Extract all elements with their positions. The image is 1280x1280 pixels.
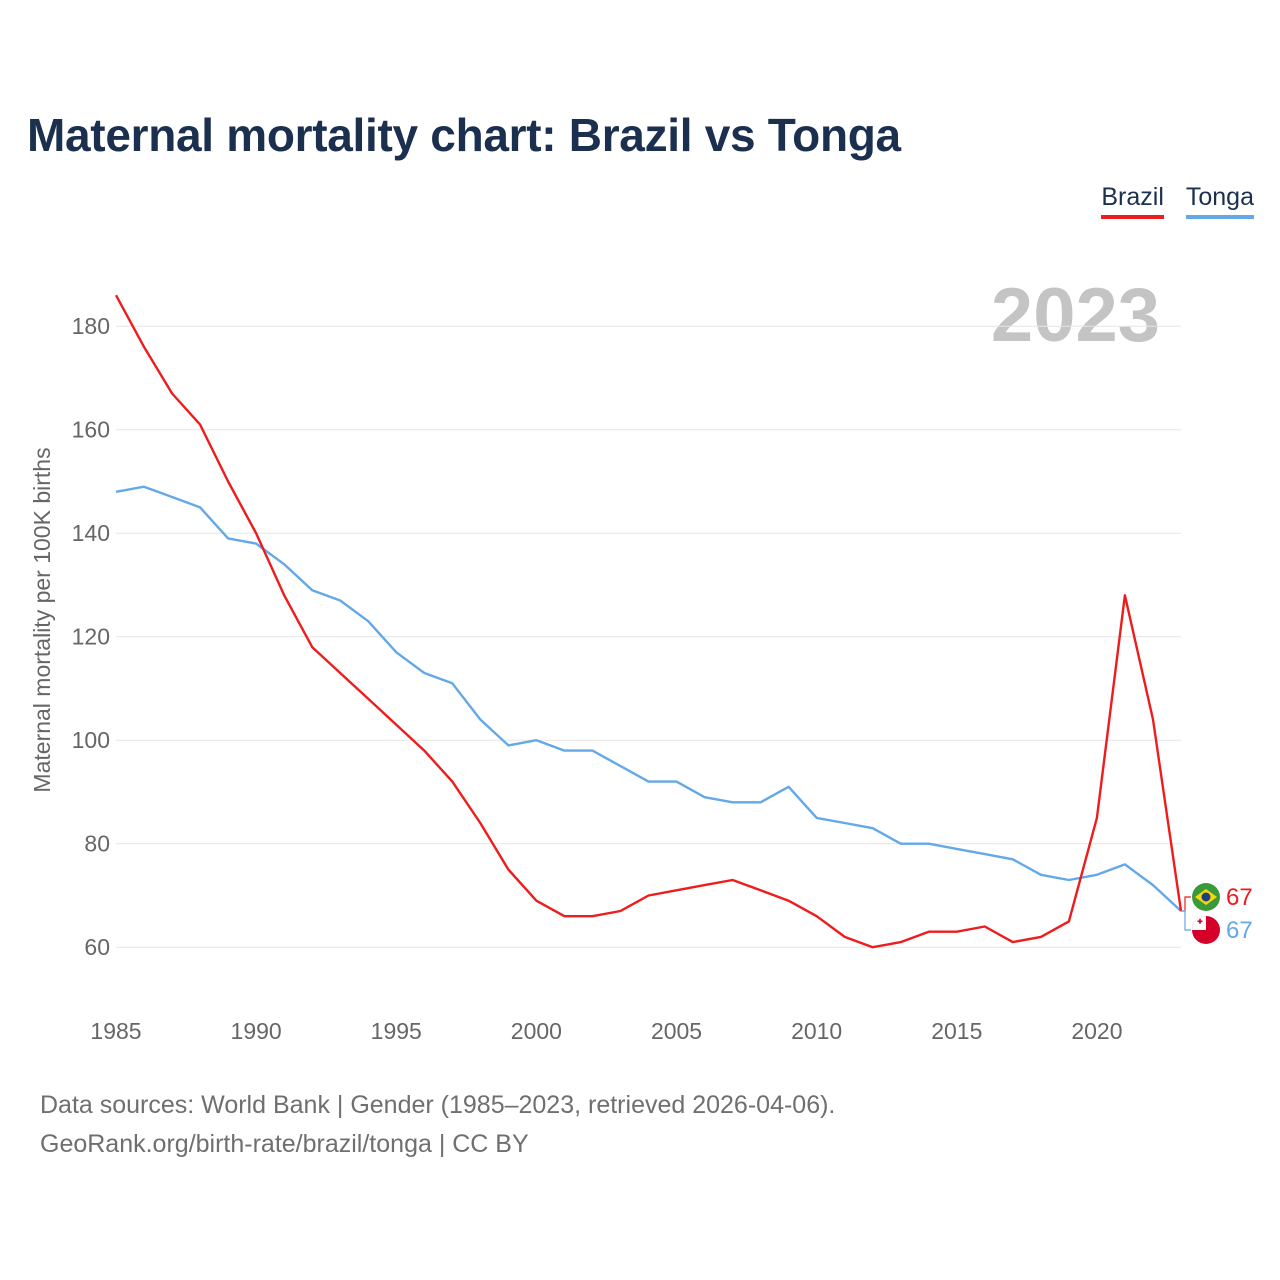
x-tick-label: 1995 [371, 1018, 422, 1044]
y-tick-label: 140 [72, 520, 110, 546]
end-value-label-brazil: 67 [1226, 884, 1253, 911]
x-tick-label: 2015 [931, 1018, 982, 1044]
series-line-tonga[interactable] [115, 485, 1182, 912]
legend-item-tonga[interactable]: Tonga [1185, 182, 1254, 219]
x-tick-label: 2000 [511, 1018, 562, 1044]
end-connector-tonga [1181, 910, 1191, 931]
source-note: Data sources: World Bank | Gender (1985–… [40, 1086, 835, 1164]
x-tick-label: 1985 [90, 1018, 141, 1044]
x-tick-label: 2005 [651, 1018, 702, 1044]
legend: Brazil Tonga [1101, 182, 1254, 219]
x-tick-label: 2020 [1071, 1018, 1122, 1044]
x-tick-label: 2010 [791, 1018, 842, 1044]
y-tick-label: 180 [72, 313, 110, 339]
source-line: Data sources: World Bank | Gender (1985–… [40, 1091, 836, 1119]
chart-title: Maternal mortality chart: Brazil vs Tong… [27, 109, 901, 161]
legend-item-brazil[interactable]: Brazil [1101, 182, 1164, 219]
x-tick-label: 1990 [231, 1018, 282, 1044]
series-line-brazil[interactable] [114, 294, 1183, 949]
brazil-flag-globe [1201, 892, 1211, 902]
end-connector-brazil [1181, 896, 1191, 912]
tonga-flag-cross-v [1199, 918, 1201, 924]
y-tick-label: 100 [72, 727, 110, 753]
tonga-flag-canton [1192, 916, 1206, 930]
source-url: GeoRank.org/birth-rate/brazil/tonga | CC… [40, 1130, 529, 1158]
y-tick-label: 160 [72, 417, 110, 443]
y-tick-label: 120 [72, 624, 110, 650]
line-chart: 2023 60 80 100 120 140 160 180 1985 1990 1995 2000 2… [29, 273, 1253, 1044]
year-watermark: 2023 [991, 273, 1160, 358]
y-tick-label: 80 [84, 831, 110, 857]
y-tick-label: 60 [84, 934, 110, 960]
end-value-label-tonga: 67 [1226, 917, 1253, 944]
y-axis-label: Maternal mortality per 100K births [29, 447, 55, 792]
